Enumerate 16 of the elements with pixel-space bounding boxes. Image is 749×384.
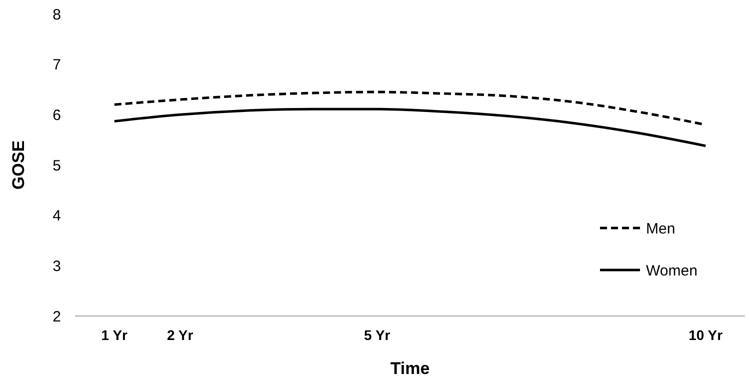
x-axis-title: Time xyxy=(390,359,430,378)
y-tick-label: 4 xyxy=(52,208,61,225)
y-axis-title: GOSE xyxy=(9,140,28,190)
x-tick-label: 5 Yr xyxy=(364,327,391,343)
x-tick-label: 2 Yr xyxy=(166,327,194,343)
y-tick-label: 3 xyxy=(52,258,61,275)
y-tick-label: 8 xyxy=(52,6,61,24)
x-tick-label: 1 Yr xyxy=(101,327,128,343)
y-tick-label: 7 xyxy=(52,56,61,74)
line-series xyxy=(113,108,707,148)
legend-label: Men xyxy=(646,220,676,238)
y-tick-label: 5 xyxy=(52,157,61,174)
y-tick-label: 2 xyxy=(52,308,61,326)
y-tick-label: 6 xyxy=(52,106,61,124)
x-tick-label: 10 Yr xyxy=(688,327,724,343)
legend-label: Women xyxy=(646,262,698,280)
